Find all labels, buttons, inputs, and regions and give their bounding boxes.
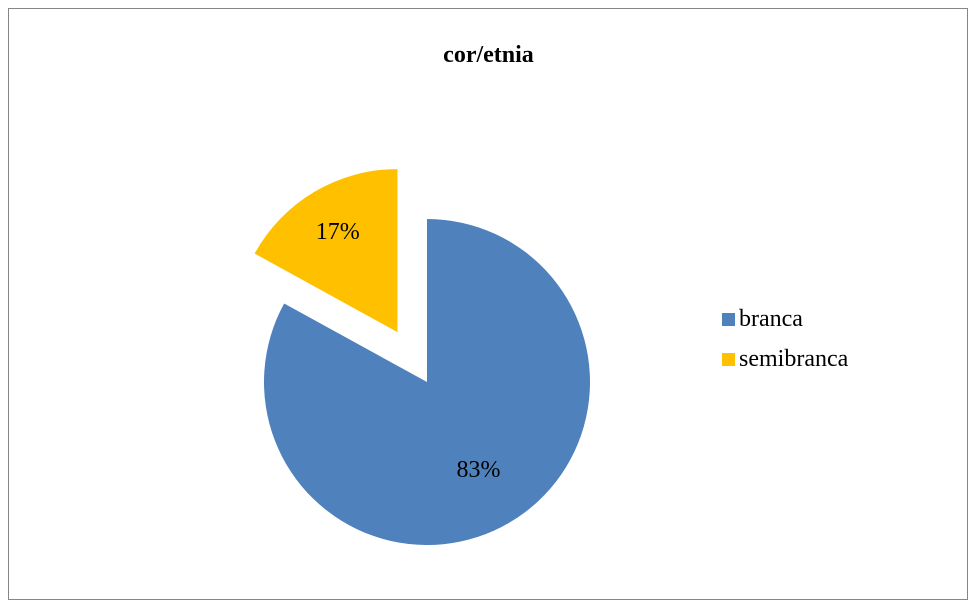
- pie-slice-branca: [264, 219, 590, 545]
- legend-label-semibranca: semibranca: [739, 345, 849, 372]
- data-label-branca: 83%: [456, 457, 500, 483]
- legend-item-semibranca: semibranca: [722, 344, 848, 374]
- legend-swatch-semibranca: [722, 352, 735, 366]
- legend-swatch-branca: [722, 312, 735, 326]
- data-label-semibranca: 17%: [316, 219, 360, 245]
- pie-slice-semibranca: [254, 169, 398, 333]
- legend-label-branca: branca: [739, 305, 803, 332]
- legend-item-branca: branca: [722, 304, 848, 334]
- legend: branca semibranca: [722, 304, 848, 384]
- chart-title: cor/etnia: [443, 42, 534, 68]
